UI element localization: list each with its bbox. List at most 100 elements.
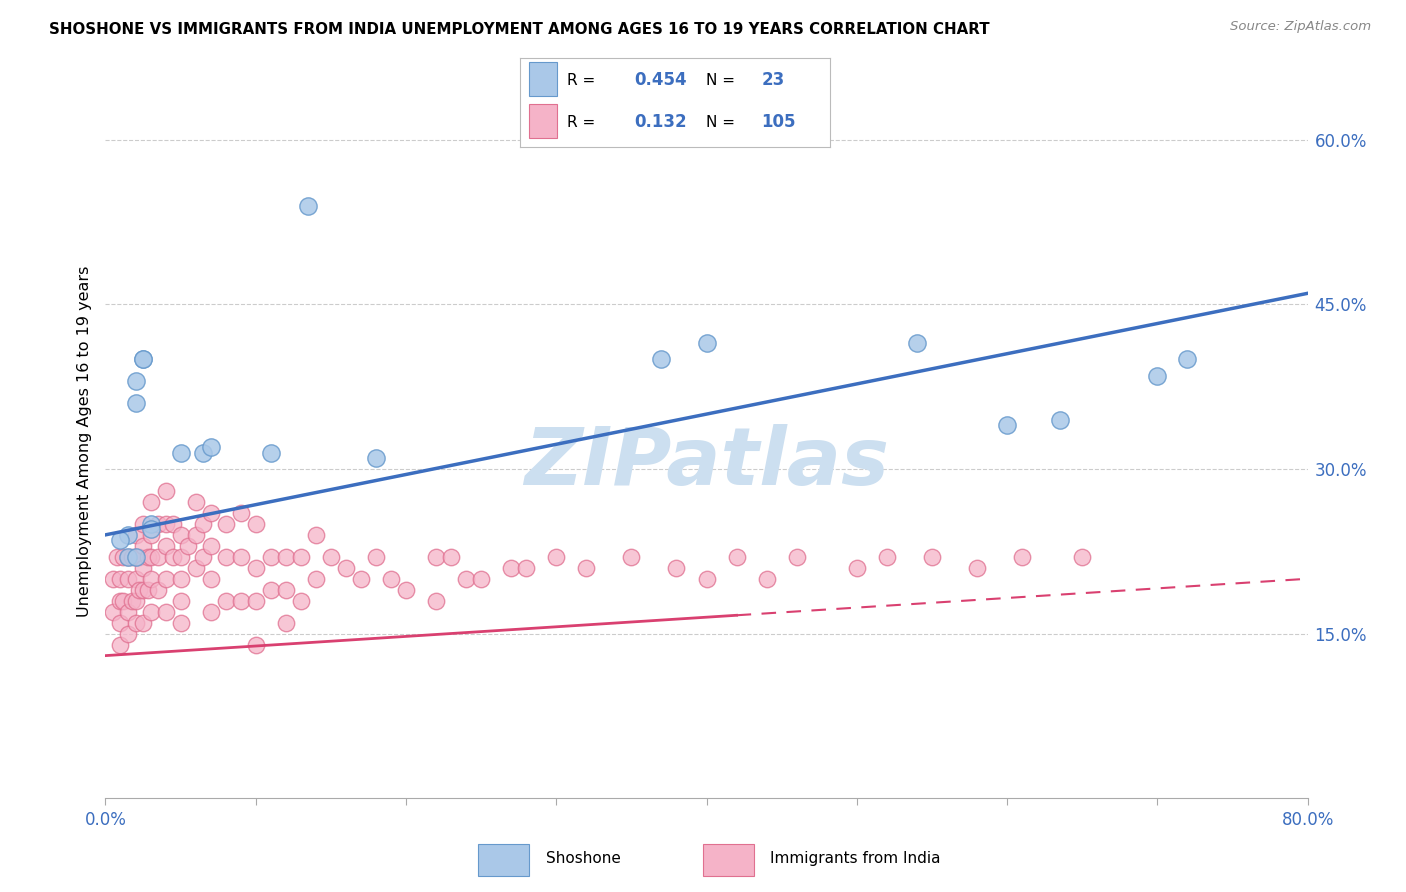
Point [191, 516, 214, 531]
Point [117, 549, 139, 564]
Text: R =: R = [567, 73, 600, 87]
Point [139, 572, 162, 586]
Point [124, 374, 146, 388]
Point [260, 549, 283, 564]
Point [139, 549, 162, 564]
Point [107, 549, 129, 564]
Point [117, 549, 139, 564]
Point [290, 593, 312, 607]
Point [169, 615, 191, 630]
Point [101, 605, 124, 619]
Point [290, 549, 312, 564]
Point [155, 605, 177, 619]
Point [515, 561, 537, 575]
Text: N =: N = [706, 73, 735, 87]
Point [380, 572, 402, 586]
Point [169, 528, 191, 542]
FancyBboxPatch shape [703, 844, 754, 876]
Point [117, 605, 139, 619]
Point [124, 549, 146, 564]
Point [786, 549, 808, 564]
Text: 0.132: 0.132 [634, 113, 688, 131]
Point [110, 533, 132, 548]
Point [117, 626, 139, 640]
Point [200, 440, 222, 454]
Point [132, 615, 155, 630]
Point [139, 516, 162, 531]
Point [155, 572, 177, 586]
Point [501, 561, 523, 575]
Point [319, 549, 342, 564]
Point [995, 418, 1018, 433]
Point [184, 495, 207, 509]
Point [650, 352, 672, 367]
Point [136, 582, 159, 597]
Point [725, 549, 748, 564]
Point [132, 352, 155, 367]
Point [260, 445, 283, 459]
Point [274, 615, 297, 630]
Point [245, 638, 267, 652]
Point [177, 539, 200, 553]
Point [845, 561, 868, 575]
Text: Shoshone: Shoshone [546, 851, 620, 866]
Point [124, 528, 146, 542]
Point [425, 593, 447, 607]
Point [440, 549, 463, 564]
Text: SHOSHONE VS IMMIGRANTS FROM INDIA UNEMPLOYMENT AMONG AGES 16 TO 19 YEARS CORRELA: SHOSHONE VS IMMIGRANTS FROM INDIA UNEMPL… [49, 22, 990, 37]
Point [162, 516, 184, 531]
Point [112, 549, 135, 564]
Y-axis label: Unemployment Among Ages 16 to 19 years: Unemployment Among Ages 16 to 19 years [76, 266, 91, 617]
Point [132, 539, 155, 553]
Point [124, 396, 146, 410]
Point [1175, 352, 1198, 367]
Point [696, 572, 718, 586]
Point [876, 549, 898, 564]
Point [470, 572, 492, 586]
Point [121, 593, 143, 607]
Point [214, 549, 236, 564]
Point [184, 561, 207, 575]
Point [1049, 412, 1071, 426]
Point [454, 572, 477, 586]
Point [110, 593, 132, 607]
Text: Source: ZipAtlas.com: Source: ZipAtlas.com [1230, 20, 1371, 33]
Point [350, 572, 373, 586]
Point [117, 572, 139, 586]
Point [1071, 549, 1094, 564]
Point [191, 549, 214, 564]
Point [110, 615, 132, 630]
Point [184, 528, 207, 542]
Text: 23: 23 [762, 71, 785, 89]
Point [245, 516, 267, 531]
Point [191, 445, 214, 459]
Point [245, 593, 267, 607]
Point [128, 582, 150, 597]
Point [200, 539, 222, 553]
Point [364, 549, 387, 564]
Point [905, 335, 928, 350]
Point [274, 582, 297, 597]
Point [696, 335, 718, 350]
Point [229, 506, 252, 520]
Point [146, 516, 169, 531]
Point [546, 549, 568, 564]
Point [139, 522, 162, 536]
Point [169, 445, 191, 459]
Point [112, 593, 135, 607]
Point [110, 638, 132, 652]
Point [117, 528, 139, 542]
Point [305, 572, 328, 586]
Text: Immigrants from India: Immigrants from India [770, 851, 941, 866]
Point [124, 615, 146, 630]
Point [169, 572, 191, 586]
Point [260, 582, 283, 597]
Point [214, 593, 236, 607]
Point [136, 549, 159, 564]
Point [162, 549, 184, 564]
Point [132, 352, 155, 367]
Point [124, 572, 146, 586]
FancyBboxPatch shape [530, 104, 557, 138]
Point [200, 506, 222, 520]
Text: R =: R = [567, 115, 600, 129]
